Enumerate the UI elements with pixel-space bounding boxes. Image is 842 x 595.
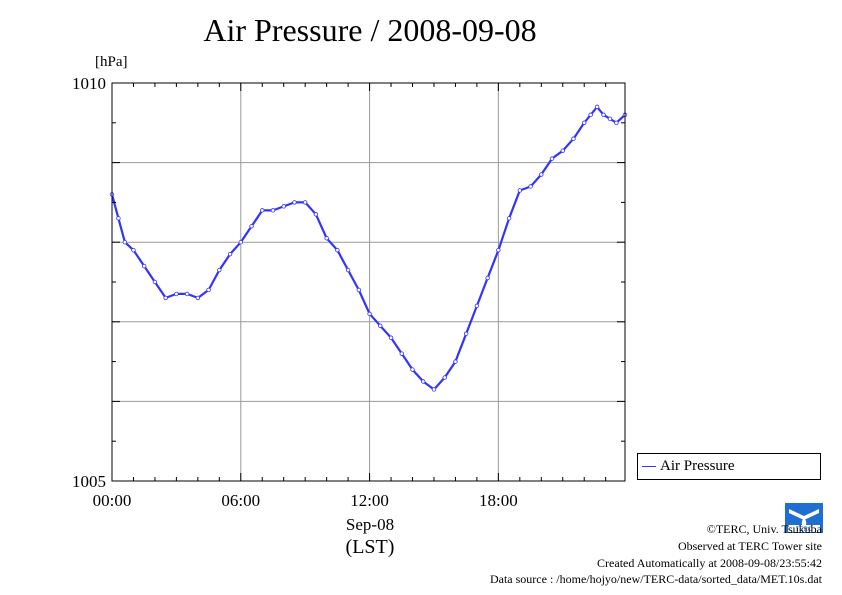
data-point — [463, 331, 469, 336]
data-point — [367, 311, 372, 317]
data-point — [594, 104, 600, 110]
footer-source: Data source : /home/hojyo/new/TERC-data/… — [489, 572, 822, 586]
data-point — [281, 204, 286, 209]
data-point — [506, 216, 512, 221]
data-point — [122, 239, 128, 245]
data-point — [206, 287, 211, 293]
data-point — [163, 295, 168, 301]
footer-credit: ©TERC, Univ. Tsukuba — [706, 522, 822, 536]
y-tick-label: 1005 — [72, 472, 106, 491]
data-point — [141, 263, 147, 269]
grid-lines — [112, 83, 625, 481]
logo-text: TERC — [796, 527, 813, 533]
data-point — [260, 208, 265, 213]
x-tick-label: 06:00 — [221, 491, 260, 510]
plot-area — [112, 83, 625, 481]
data-point — [174, 291, 179, 297]
data-point — [152, 279, 158, 285]
data-point — [324, 236, 329, 241]
data-point — [442, 375, 447, 380]
data-point — [614, 120, 619, 125]
footer-created: Created Automatically at 2008-09-08/23:5… — [597, 556, 822, 570]
legend-label: Air Pressure — [660, 458, 735, 474]
x-tick-label: 00:00 — [93, 491, 132, 510]
data-point — [560, 148, 565, 153]
data-point — [582, 120, 587, 125]
data-point — [421, 379, 426, 384]
data-point — [217, 267, 222, 273]
data-point — [607, 116, 613, 122]
data-point — [485, 275, 490, 281]
data-point — [270, 208, 276, 213]
axis-ticks: 00:00 06:00 12:00 18:00 1005 1010 — [72, 74, 625, 510]
data-point — [410, 367, 415, 372]
data-point — [249, 224, 254, 229]
data-point — [601, 112, 606, 118]
data-point — [131, 247, 136, 253]
data-point — [378, 323, 383, 328]
data-point — [528, 184, 533, 189]
data-point — [496, 247, 501, 253]
terc-logo-icon: TERC — [785, 503, 823, 533]
data-point — [302, 200, 308, 205]
data-point — [116, 216, 121, 221]
data-point — [539, 172, 544, 177]
x-axis-timezone-label: (LST) — [345, 536, 395, 558]
data-point — [292, 200, 297, 205]
data-point — [227, 251, 233, 257]
data-point — [571, 136, 576, 141]
y-tick-label: 1010 — [72, 74, 106, 93]
data-point — [356, 287, 362, 293]
series-line-air-pressure — [110, 105, 626, 391]
data-point — [238, 239, 243, 245]
data-point — [517, 188, 523, 193]
data-point — [184, 291, 190, 297]
data-point — [474, 303, 480, 309]
data-point — [335, 247, 340, 253]
data-point — [399, 351, 404, 356]
footer-site: Observed at TERC Tower site — [677, 539, 822, 553]
data-point — [388, 335, 394, 340]
data-point — [345, 267, 351, 273]
data-point — [549, 156, 555, 161]
legend: Air Pressure — [637, 453, 821, 480]
data-point — [453, 359, 458, 364]
legend-line-marker — [642, 466, 656, 467]
data-point — [588, 112, 593, 118]
x-tick-label: 18:00 — [479, 491, 518, 510]
data-point — [431, 387, 437, 392]
data-point — [195, 295, 201, 301]
x-tick-label: 12:00 — [350, 491, 389, 510]
data-point — [313, 212, 319, 217]
x-axis-date-label: Sep-08 — [345, 515, 395, 534]
chart-title: Air Pressure / 2008-09-08 — [203, 12, 537, 48]
y-axis-unit: [hPa] — [95, 54, 128, 70]
series-air-pressure — [109, 104, 628, 392]
